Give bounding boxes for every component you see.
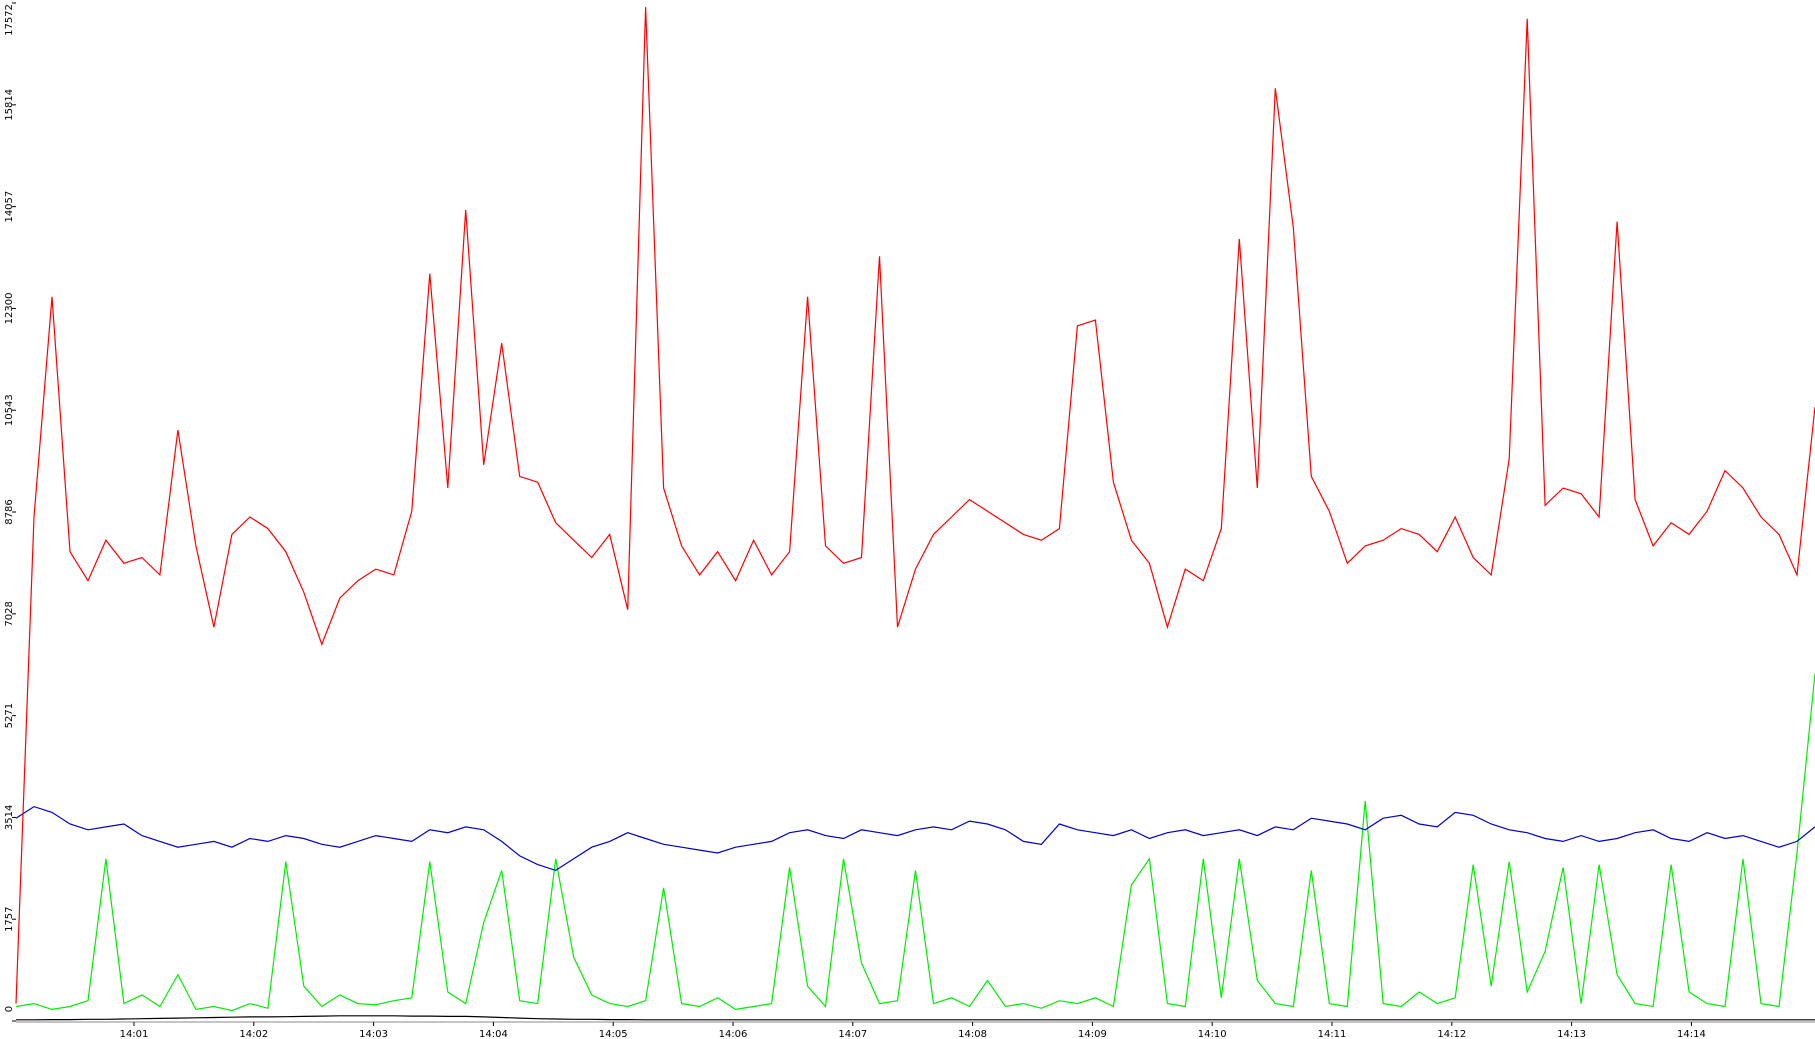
series-line: [15, 805, 1815, 872]
x-tick-label: 14:06: [719, 1029, 748, 1039]
x-tick-label: 14:05: [599, 1029, 628, 1039]
series-line: [15, 7, 1815, 1004]
series-line: [16, 1015, 1815, 1021]
y-tick-label: 1757: [4, 906, 15, 931]
x-tick-label: 14:11: [1318, 1029, 1347, 1039]
x-tick-label: 14:08: [958, 1029, 987, 1039]
x-tick-label: 14:07: [838, 1029, 867, 1039]
y-tick-label: 8786: [4, 499, 15, 524]
x-tick-label: 14:01: [120, 1029, 149, 1039]
y-tick-label: 7028: [4, 601, 15, 626]
x-tick-label: 14:13: [1557, 1029, 1586, 1039]
y-tick-label: 10543: [4, 394, 15, 426]
y-tick-label: 12300: [4, 293, 15, 325]
y-tick-label: 3514: [4, 805, 15, 830]
x-tick-label: 14:09: [1078, 1029, 1107, 1039]
y-tick-label: 5271: [4, 703, 15, 728]
y-tick-label: 14057: [4, 191, 15, 223]
x-tick-label: 14:02: [239, 1029, 268, 1039]
x-tick-label: 14:14: [1677, 1029, 1706, 1039]
y-tick-label: 17572: [4, 4, 15, 36]
x-tick-label: 14:04: [479, 1029, 508, 1039]
x-tick-label: 14:12: [1437, 1029, 1466, 1039]
x-tick-label: 14:10: [1198, 1029, 1227, 1039]
series-line: [15, 673, 1815, 1012]
y-tick-label: 0: [4, 1006, 15, 1012]
y-tick-label: 15814: [4, 89, 15, 121]
x-tick-label: 14:03: [359, 1029, 388, 1039]
